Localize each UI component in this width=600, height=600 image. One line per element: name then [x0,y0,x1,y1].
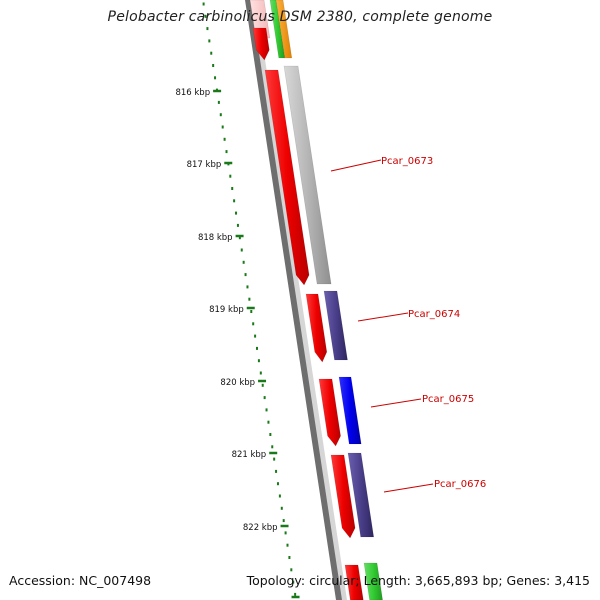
ruler-dot [238,236,241,240]
ruler-dot [252,322,255,326]
ruler-dot [257,359,260,363]
gene-label-pcar-0675: Pcar_0675 [422,394,474,405]
gene-label-pcar-0673: Pcar_0673 [381,156,433,167]
cds-red-0677 [344,564,364,600]
ruler-dot [233,199,236,203]
ruler-dot [256,346,259,350]
gene-label-pcar-0674: Pcar_0674 [408,309,460,320]
genome-summary: Topology: circular; Length: 3,665,893 bp… [246,573,590,588]
ruler-dot [294,592,297,596]
ruler-dot [278,494,281,498]
ruler-dot [214,76,217,80]
cds-navy-0674 [323,290,348,361]
ruler-dot [271,445,274,449]
ruler-dot [240,248,243,252]
ruler-dot [290,568,293,572]
ruler-dot [282,519,285,523]
ruler-dot [236,223,239,227]
ruler-dot [212,64,215,67]
cds-green-bottom [363,562,383,600]
ruler-dot [206,27,209,31]
ruler-dot [275,469,278,473]
ruler-dot [204,14,207,18]
ruler-dot [208,39,211,43]
ruler-dot [261,383,264,387]
ruler-dot [225,150,228,154]
ruler-dot [223,137,226,141]
ruler-dot [269,433,272,436]
cds-red-0674 [305,293,328,363]
ruler-dot [217,100,220,104]
ruler-tick-label: 822 kbp [243,523,278,533]
ruler-tick-label: 817 kbp [187,160,222,170]
gene-leader-line [370,398,422,408]
ruler-tick-label: 820 kbp [220,378,255,388]
ruler-dot [229,174,232,178]
cds-orange [275,0,293,59]
ruler-dot [202,2,205,6]
ruler-tick-label: 821 kbp [232,450,267,460]
ruler-dot [259,371,262,375]
ruler-dot [276,482,279,486]
ruler-dot [235,211,238,215]
cds-features [249,0,383,600]
cds-red-0675 [318,378,341,447]
gene-leader-line [383,483,434,493]
ruler-dot [286,543,289,547]
ruler-dot [244,273,247,277]
ruler-dot [231,187,234,190]
ruler-dot [248,297,251,301]
ruler-dot [246,285,249,289]
ruler-dot [263,396,266,400]
genome-title: Pelobacter carbinolicus DSM 2380, comple… [107,9,493,25]
cds-navy-0676 [347,452,375,538]
cds-gray-0673 [283,65,332,285]
ruler-dot [273,457,276,461]
gene-leader-line [357,312,409,322]
cds-red-0672 [252,27,270,61]
gene-leader-line [330,159,382,172]
cds-red-0676 [330,454,356,539]
ruler-dot [265,408,268,412]
gene-label-pcar-0676: Pcar_0676 [434,479,486,490]
ruler-dot [292,580,295,584]
gene-labels: Pcar_0673 Pcar_0674 Pcar_0675 Pcar_0676 [330,156,486,493]
ruler-dot [242,260,245,264]
ruler-tick-label: 816 kbp [175,88,210,98]
ruler-dot [221,125,224,129]
cds-blue-0675 [338,376,362,445]
ruler-dot [288,556,291,559]
accession-label: Accession: NC_007498 [9,573,152,588]
ruler-tick-label: 819 kbp [209,305,244,315]
ruler-dot [219,113,222,117]
ruler-dot [210,51,213,55]
ruler-dot [250,310,253,313]
cds-red-0673 [264,69,310,286]
ruler-dot [280,506,283,510]
coordinate-ruler: 816 kbp 817 kbp 818 kbp 819 kbp 820 kbp 821 k… [175,2,300,599]
genome-backbone [245,0,347,600]
ruler-dot [254,334,257,338]
ruler-dot [284,531,287,535]
ruler-tick-label: 818 kbp [198,233,233,243]
ruler-dot [267,420,270,424]
